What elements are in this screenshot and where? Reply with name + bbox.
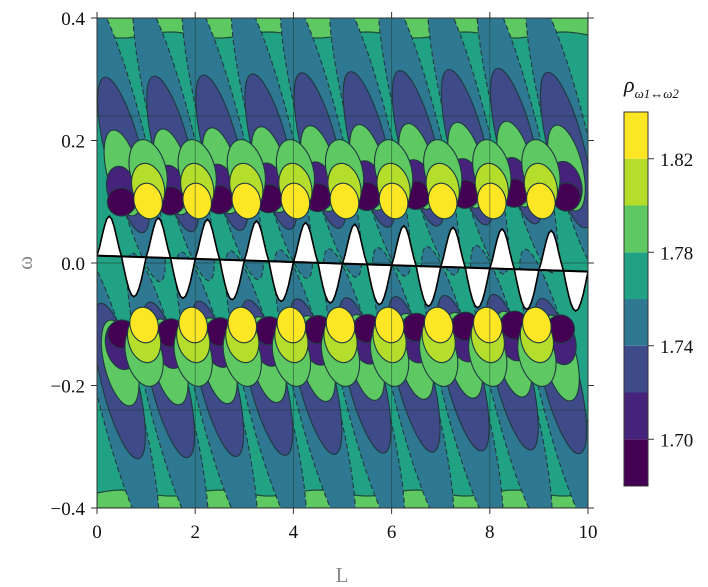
lobe-bottom-high <box>178 306 209 344</box>
lobe-bottom-high <box>227 306 258 344</box>
x-axis-label: L <box>336 563 349 587</box>
center-undefined-band <box>97 214 588 313</box>
colorbar-ticks: 1.82 1.78 1.74 1.70 <box>648 150 694 451</box>
lobe-top-high <box>231 182 262 220</box>
lobe-top-high <box>133 182 163 220</box>
lobe-top-high <box>526 182 556 220</box>
lobe-bottom-high <box>129 306 159 344</box>
colorbar-band <box>624 112 648 159</box>
colorbar-tick-label: 1.82 <box>660 150 693 171</box>
colorbar-band <box>624 252 648 299</box>
lobe-top-high <box>427 182 458 220</box>
lobe-top-high <box>280 182 311 220</box>
y-tick-label: 0.2 <box>61 132 85 153</box>
contour-lobes <box>97 18 588 508</box>
center-curve <box>97 254 588 273</box>
lobe-top-high <box>329 182 360 220</box>
colorbar-tick-label: 1.70 <box>660 430 693 451</box>
y-axis-label: ω <box>13 256 37 270</box>
y-tick-label: −0.4 <box>51 499 86 520</box>
lobe-bottom-high <box>423 306 454 344</box>
colorbar-band <box>624 299 648 346</box>
lobe-bottom-high <box>522 306 552 344</box>
y-tick-label: 0.0 <box>61 254 85 275</box>
x-tick-label: 10 <box>579 522 598 543</box>
colorbar-band <box>624 345 648 393</box>
x-tick-label: 6 <box>387 522 397 543</box>
lobe-bottom-high <box>276 306 307 344</box>
lobe-bottom-high <box>325 306 356 344</box>
colorbar: ρω1↔ω2 1.82 1.78 1.74 1.70 <box>623 72 694 487</box>
lobe-top-high <box>476 182 507 220</box>
x-tick-label: 8 <box>485 522 495 543</box>
colorbar-tick-label: 1.78 <box>660 243 693 264</box>
contour-plot-area <box>96 17 589 509</box>
lobe-bottom-high <box>374 306 405 344</box>
colorbar-title: ρω1↔ω2 <box>623 72 679 101</box>
colorbar-frame <box>623 111 649 487</box>
lobe-top-high <box>378 182 409 220</box>
colorbar-bands <box>623 111 649 487</box>
x-tick-label: 4 <box>289 522 299 543</box>
y-tick-label: −0.2 <box>51 377 85 398</box>
colorbar-tick-label: 1.74 <box>660 337 694 358</box>
colorbar-band <box>624 439 648 486</box>
lobe-bottom-high <box>472 306 503 344</box>
x-tick-label: 0 <box>92 522 102 543</box>
y-tick-label: 0.4 <box>61 9 85 30</box>
lobe-top-high <box>182 182 213 220</box>
colorbar-band <box>624 158 648 206</box>
x-tick-label: 2 <box>190 522 200 543</box>
x-axis: 0 2 4 6 8 10 <box>92 12 598 543</box>
y-axis: 0.4 0.2 0.0 −0.2 −0.4 <box>51 9 594 520</box>
colorbar-band <box>624 392 648 440</box>
colorbar-band <box>624 205 648 253</box>
